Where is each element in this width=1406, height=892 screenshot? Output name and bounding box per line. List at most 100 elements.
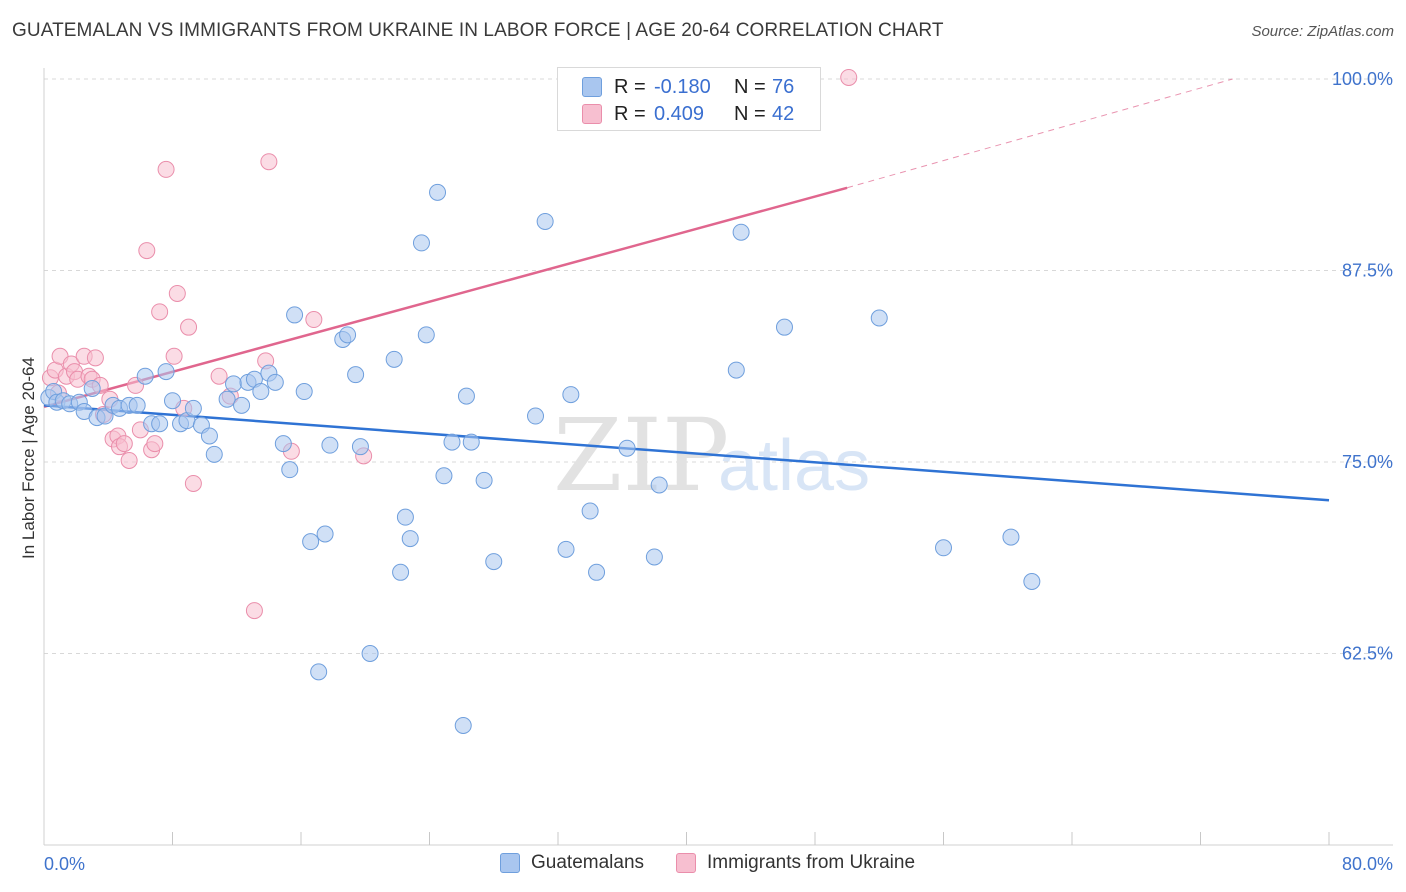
guatemalan-point — [205, 445, 223, 463]
legend-n-value: 42 — [772, 102, 795, 125]
legend-r-label: R = — [614, 75, 646, 98]
guatemalan-point — [401, 530, 419, 548]
ukraine-point — [260, 153, 278, 171]
ukraine-point — [146, 435, 164, 453]
guatemalan-point — [412, 234, 430, 252]
legend-r-value: -0.180 — [654, 75, 711, 98]
ukraine-point — [165, 347, 183, 365]
ukraine-point — [157, 160, 175, 178]
guatemalan-point — [1023, 572, 1041, 590]
guatemalan-point — [650, 476, 668, 494]
legend-row-guatemalans: R = -0.180 N = 76 — [582, 74, 794, 100]
legend-n-value: 76 — [772, 75, 795, 98]
legend-label-guatemalans: Guatemalans — [531, 852, 645, 873]
guatemalan-point — [225, 375, 243, 393]
guatemalan-point — [157, 363, 175, 381]
legend-item-ukraine: Immigrants from Ukraine — [676, 852, 915, 874]
legend-r-label: R = — [614, 102, 646, 125]
legend-swatch-blue — [500, 853, 520, 873]
guatemalan-points-layer — [40, 183, 1041, 735]
guatemalan-point — [128, 396, 146, 414]
guatemalan-point — [392, 563, 410, 581]
grid-layer — [44, 78, 1393, 654]
guatemalan-point — [457, 387, 475, 405]
guatemalan-point — [286, 306, 304, 324]
guatemalan-trend-layer — [43, 404, 1330, 502]
guatemalan-point — [429, 183, 447, 201]
guatemalan-point — [454, 717, 472, 735]
x-tick-label: 80.0% — [1342, 854, 1393, 874]
guatemalan-trend-line — [43, 404, 1330, 502]
ukraine-point — [245, 602, 263, 620]
legend-n-label: N = — [734, 75, 766, 98]
legend-r-value: 0.409 — [654, 102, 705, 125]
guatemalan-point — [361, 645, 379, 662]
legend-n-label: N = — [734, 102, 766, 125]
ukraine-points-layer — [41, 68, 858, 620]
ukraine-trend-layer — [43, 78, 1233, 409]
x-tick-label: 0.0% — [44, 854, 85, 874]
guatemalan-point — [417, 326, 435, 344]
guatemalan-point — [1002, 528, 1020, 546]
guatemalan-point — [775, 318, 793, 336]
legend-swatch-blue — [582, 77, 602, 97]
ukraine-point — [120, 451, 138, 469]
guatemalan-point — [557, 540, 575, 558]
y-axis-label: In Labor Force | Age 20-64 — [19, 357, 38, 559]
guatemalan-point — [385, 350, 403, 368]
legend-row-ukraine: R = 0.409 N = 42 — [582, 101, 794, 127]
guatemalan-point — [581, 502, 599, 520]
guatemalan-point — [732, 223, 750, 241]
guatemalan-point — [727, 361, 745, 379]
guatemalan-point — [935, 539, 952, 557]
guatemalan-point — [316, 525, 334, 543]
guatemalan-point — [618, 439, 636, 457]
ukraine-trend-extension — [846, 78, 1233, 189]
y-tick-label: 100.0% — [1332, 69, 1393, 89]
guatemalan-point — [435, 467, 453, 485]
guatemalan-point — [588, 563, 606, 581]
guatemalan-point — [310, 663, 328, 681]
legend-swatch-pink — [582, 104, 602, 124]
guatemalan-point — [184, 399, 202, 417]
watermark: ZIP atlas — [553, 397, 870, 514]
series-legend: Guatemalans Immigrants from Ukraine — [500, 852, 947, 874]
guatemalan-point — [274, 435, 292, 453]
y-tick-label: 62.5% — [1342, 644, 1393, 664]
y-tick-label: 75.0% — [1342, 452, 1393, 472]
y-tick-label: 87.5% — [1342, 261, 1393, 281]
legend-swatch-pink — [676, 853, 697, 873]
guatemalan-point — [347, 366, 365, 384]
ukraine-point — [840, 68, 858, 86]
stats-legend: R = -0.180 N = 76 R = 0.409 N = 42 — [557, 67, 821, 131]
guatemalan-point — [645, 548, 663, 566]
guatemalan-point — [266, 373, 284, 391]
ukraine-trend-line — [43, 186, 848, 409]
guatemalan-point — [443, 433, 461, 451]
guatemalan-point — [136, 367, 154, 385]
guatemalan-point — [295, 383, 313, 401]
guatemalan-point — [281, 461, 299, 479]
ukraine-point — [151, 303, 169, 321]
guatemalan-point — [321, 436, 339, 454]
ukraine-point — [138, 242, 156, 260]
ukraine-point — [115, 435, 133, 453]
watermark-zip: ZIP — [553, 397, 729, 514]
guatemalan-point — [252, 383, 270, 401]
guatemalan-point — [462, 433, 480, 451]
guatemalan-point — [562, 386, 580, 404]
guatemalan-point — [302, 533, 320, 551]
axes-layer — [43, 68, 1393, 846]
ukraine-point — [184, 474, 202, 492]
guatemalan-point — [339, 326, 357, 344]
tick-labels-layer: 62.5% 75.0% 87.5% 100.0% 0.0% 80.0% — [44, 69, 1393, 874]
guatemalan-point — [164, 392, 181, 410]
guatemalan-point — [396, 508, 414, 526]
legend-item-guatemalans: Guatemalans — [500, 852, 644, 874]
guatemalan-point — [527, 407, 545, 425]
ukraine-point — [180, 318, 198, 336]
ukraine-point — [168, 284, 186, 302]
guatemalan-point — [151, 415, 169, 433]
guatemalan-point — [351, 438, 369, 456]
guatemalan-point — [536, 212, 554, 230]
